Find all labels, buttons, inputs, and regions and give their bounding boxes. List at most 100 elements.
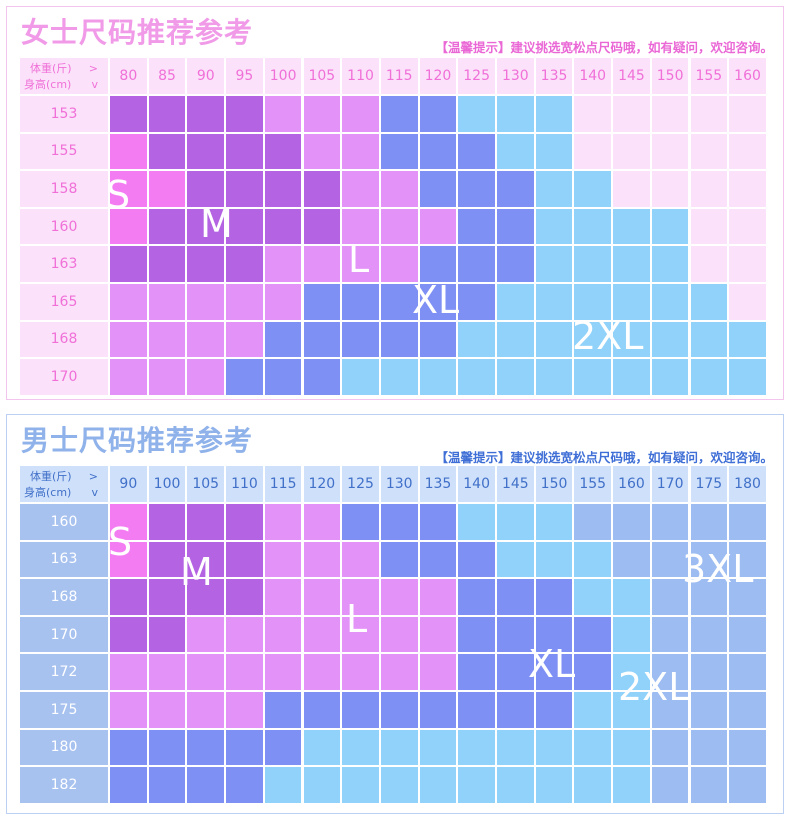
women-size-label-m: M	[200, 202, 233, 246]
women-size-cell	[341, 170, 380, 208]
women-size-cell	[109, 283, 148, 321]
women-size-cell	[689, 132, 729, 171]
men-size-cell	[496, 653, 535, 691]
women-size-cell	[457, 170, 496, 208]
women-size-cell	[612, 245, 651, 283]
women-size-cell	[225, 95, 264, 133]
men-size-cell	[379, 691, 419, 729]
women-size-cell	[341, 283, 380, 321]
men-size-label-3xl: 3XL	[682, 547, 754, 591]
women-size-cell	[225, 207, 264, 246]
women-size-cell	[689, 283, 729, 321]
women-size-cell	[728, 170, 767, 208]
men-size-cell	[689, 691, 729, 729]
corner-height-label: 身高(cm)	[24, 78, 72, 91]
women-size-cell	[650, 132, 690, 171]
women-size-cell	[225, 245, 264, 283]
women-tip: 【温馨提示】建议挑选宽松点尺码哦，如有疑问，欢迎咨询。	[435, 40, 773, 55]
women-size-cell	[573, 245, 613, 283]
men-size-cell	[534, 503, 574, 541]
men-size-cell	[341, 615, 380, 654]
women-size-cell	[496, 283, 535, 321]
women-size-cell	[147, 207, 187, 246]
men-size-cell	[225, 615, 264, 654]
men-size-cell	[225, 691, 264, 729]
women-size-cell	[650, 358, 690, 396]
women-size-cell	[418, 95, 458, 133]
women-weight-header: 150	[650, 57, 690, 95]
women-size-cell	[418, 283, 458, 321]
men-height-label: 182	[19, 766, 109, 804]
women-size-cell	[147, 245, 187, 283]
men-tip: 【温馨提示】建议挑选宽松点尺码哦，如有疑问，欢迎咨询。	[435, 450, 773, 465]
women-weight-header: 140	[573, 57, 613, 95]
women-size-cell	[418, 358, 458, 396]
women-size-cell	[612, 207, 651, 246]
men-size-cell	[302, 728, 342, 767]
women-size-cell	[534, 207, 574, 246]
men-size-cell	[379, 615, 419, 654]
women-size-cell	[109, 132, 148, 171]
men-size-label-s: S	[108, 520, 133, 564]
men-size-cell	[689, 653, 729, 691]
women-size-cell	[109, 245, 148, 283]
women-size-cell	[689, 95, 729, 133]
women-size-cell	[496, 245, 535, 283]
men-size-cell	[109, 503, 148, 541]
men-size-cell	[418, 578, 458, 616]
women-weight-header: 110	[341, 57, 380, 95]
men-size-cell	[186, 540, 226, 579]
men-size-cell	[457, 691, 496, 729]
women-size-cell	[263, 95, 303, 133]
women-size-cell	[728, 207, 767, 246]
men-size-cell	[225, 653, 264, 691]
men-size-cell	[496, 766, 535, 804]
women-size-cell	[379, 358, 419, 396]
women-size-cell	[263, 283, 303, 321]
men-weight-header: 135	[418, 465, 458, 503]
men-size-cell	[612, 578, 651, 616]
women-size-cell	[573, 283, 613, 321]
women-size-cell	[225, 358, 264, 396]
men-size-cell	[728, 728, 767, 767]
corner-height-arrow: v	[91, 78, 98, 91]
women-size-cell	[341, 320, 380, 359]
men-size-cell	[573, 691, 613, 729]
women-weight-header: 85	[147, 57, 187, 95]
women-size-cell	[186, 358, 226, 396]
men-size-cell	[302, 691, 342, 729]
men-size-cell	[728, 615, 767, 654]
men-size-cell	[534, 615, 574, 654]
men-height-label: 180	[19, 728, 109, 767]
women-size-cell	[341, 358, 380, 396]
women-size-label-2xl: 2XL	[572, 314, 644, 358]
men-size-cell	[302, 540, 342, 579]
men-size-cell	[263, 691, 303, 729]
women-size-cell	[612, 170, 651, 208]
men-weight-header: 180	[728, 465, 767, 503]
men-size-cell	[612, 728, 651, 767]
women-size-cell	[186, 170, 226, 208]
men-size-cell	[341, 540, 380, 579]
women-size-cell	[418, 170, 458, 208]
men-size-cell	[147, 540, 187, 579]
men-size-cell	[225, 503, 264, 541]
men-size-cell	[109, 691, 148, 729]
women-size-cell	[612, 283, 651, 321]
men-size-cell	[650, 540, 690, 579]
women-size-cell	[496, 132, 535, 171]
men-size-cell	[728, 540, 767, 579]
men-size-cell	[728, 766, 767, 804]
women-size-cell	[650, 245, 690, 283]
women-size-cell	[457, 283, 496, 321]
men-size-cell	[186, 503, 226, 541]
men-weight-header: 100	[147, 465, 187, 503]
men-size-chart: 男士尺码推荐参考 【温馨提示】建议挑选宽松点尺码哦，如有疑问，欢迎咨询。 体重(…	[6, 414, 784, 814]
men-size-cell	[379, 766, 419, 804]
men-size-cell	[689, 766, 729, 804]
men-size-cell	[689, 578, 729, 616]
women-weight-header: 120	[418, 57, 458, 95]
men-size-cell	[147, 728, 187, 767]
women-size-cell	[573, 170, 613, 208]
women-size-cell	[147, 170, 187, 208]
